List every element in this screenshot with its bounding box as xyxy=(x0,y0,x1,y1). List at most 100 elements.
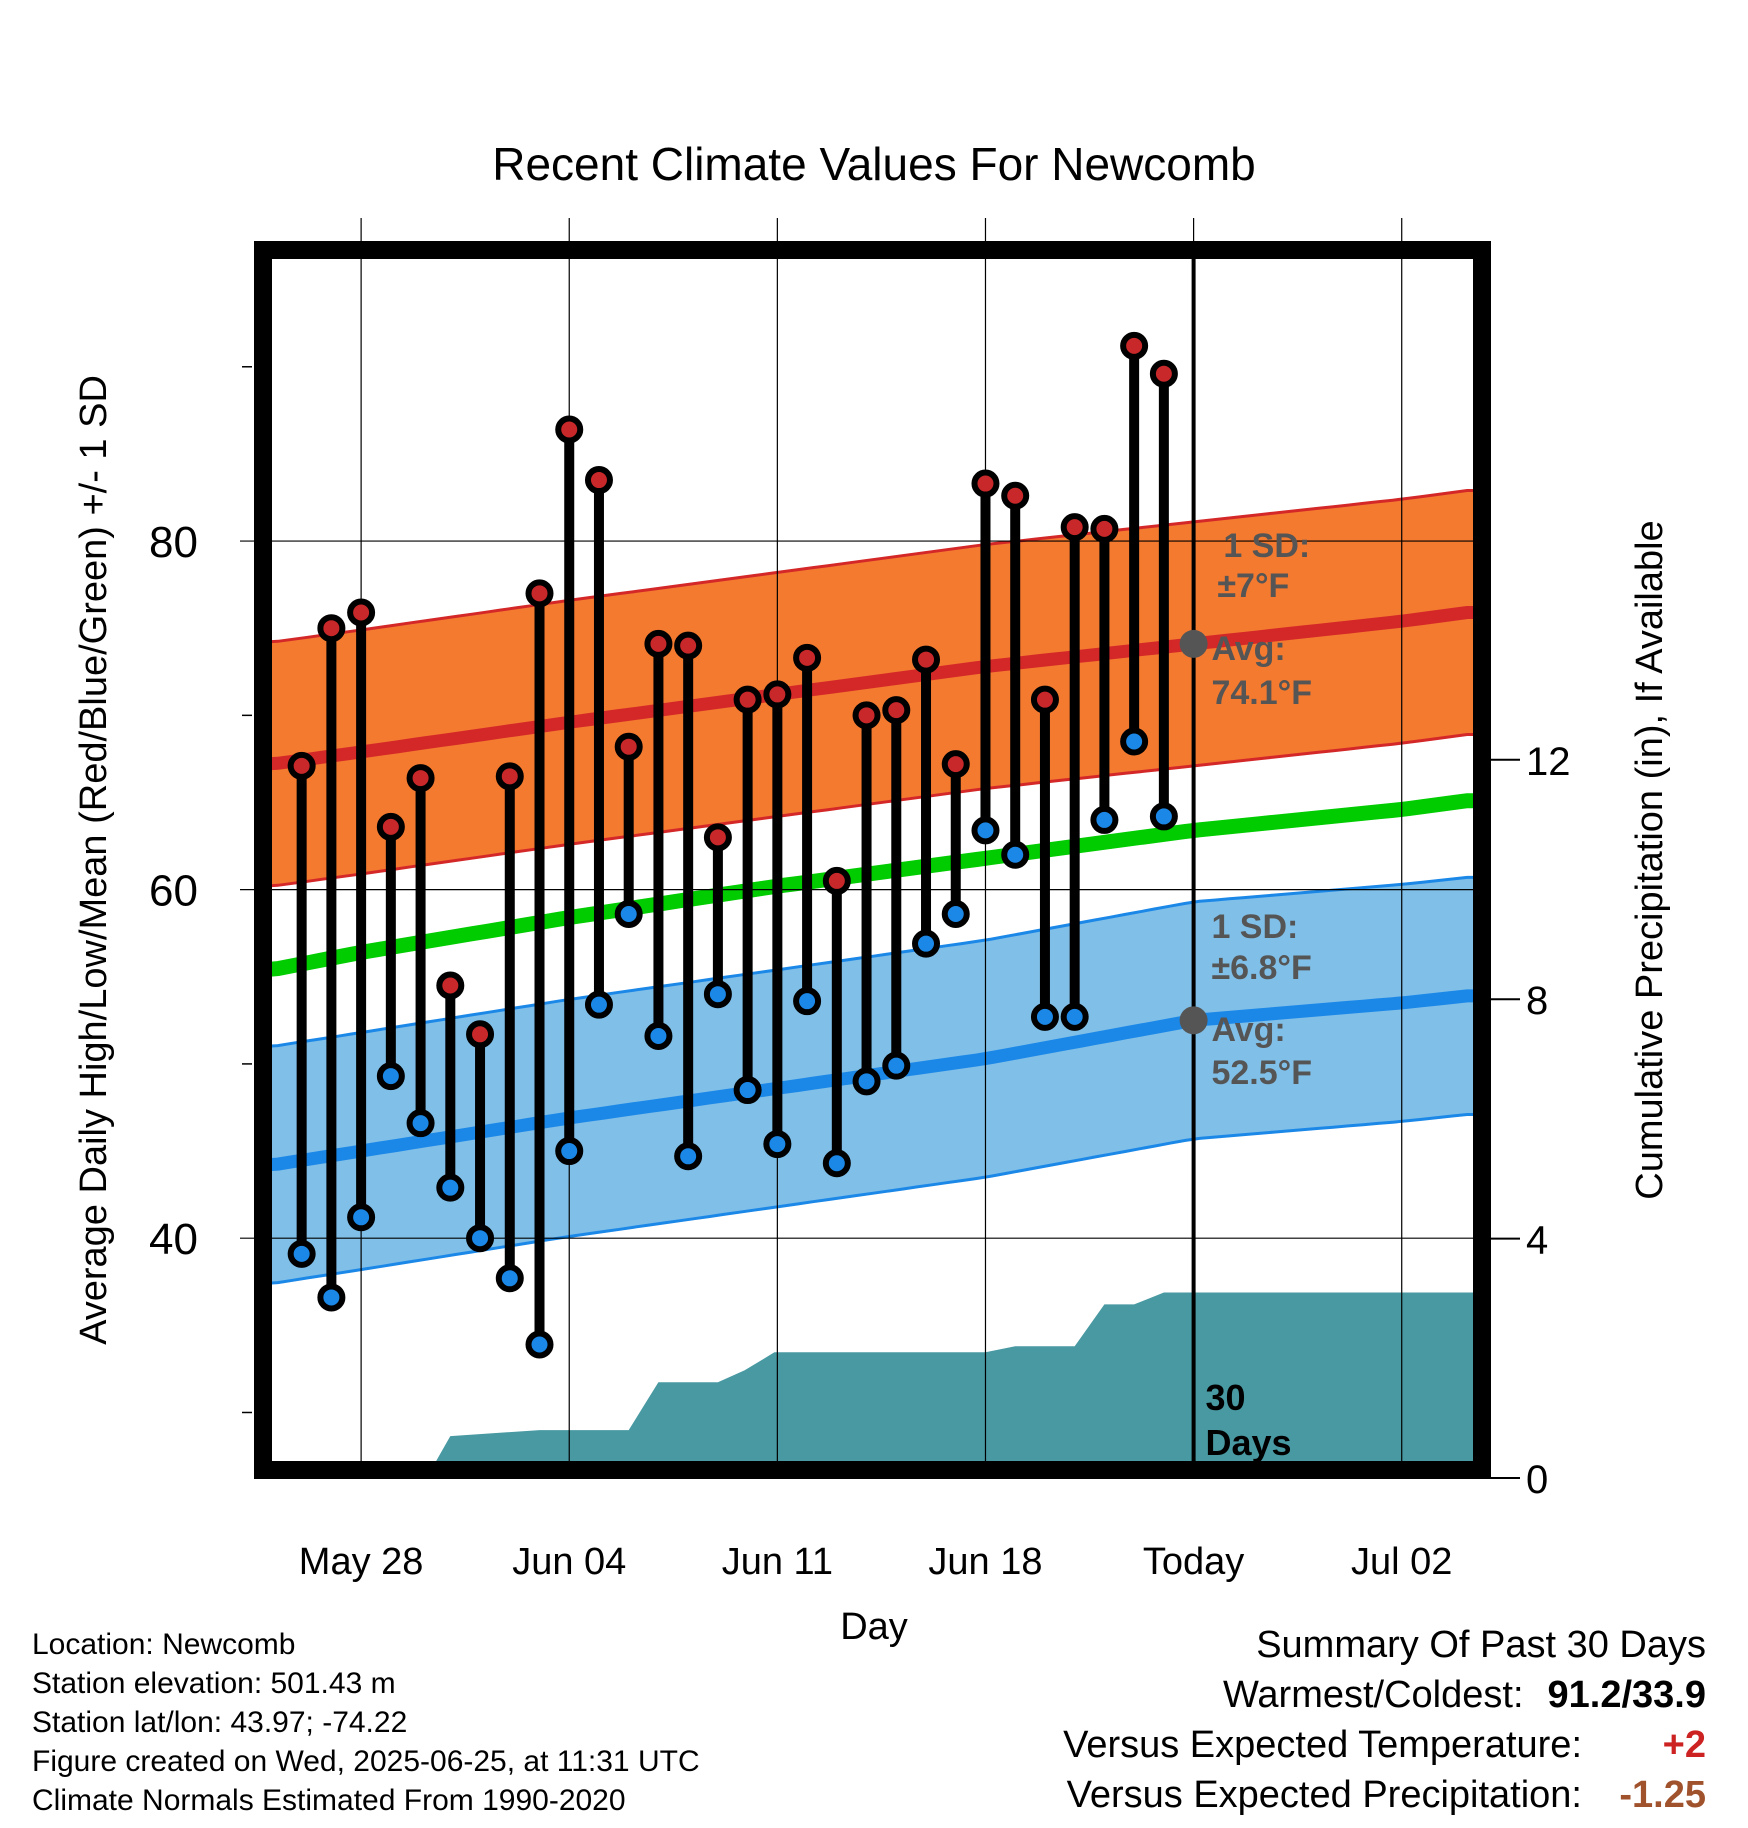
high-point xyxy=(406,764,435,793)
high-point xyxy=(584,466,613,495)
normals-text: Climate Normals Estimated From 1990-2020 xyxy=(32,1784,626,1817)
high-point xyxy=(1060,513,1089,542)
summary-warm-cold: Warmest/Coldest: 91.2/33.9 xyxy=(1223,1674,1706,1717)
chart-title: Recent Climate Values For Newcomb xyxy=(492,138,1256,190)
low-point xyxy=(347,1203,376,1232)
low-point xyxy=(287,1239,316,1268)
temp-value: +2 xyxy=(1662,1724,1706,1766)
high-point xyxy=(1149,359,1178,388)
low-point xyxy=(584,990,613,1019)
precip-area xyxy=(431,1292,1482,1470)
low-point xyxy=(941,900,970,929)
low-avg-title: Avg: xyxy=(1211,1011,1285,1049)
y-tick-label: 80 xyxy=(149,518,198,567)
high-point xyxy=(882,696,911,725)
high-point xyxy=(466,1020,495,1049)
high-point xyxy=(347,598,376,627)
latlon-text: Station lat/lon: 43.97; -74.22 xyxy=(32,1706,408,1739)
high-point xyxy=(614,732,643,761)
precip-label: Versus Expected Precipitation: xyxy=(1066,1774,1582,1816)
high-avg-title: Avg: xyxy=(1211,630,1285,668)
high-point xyxy=(495,762,524,791)
high-point xyxy=(525,579,554,608)
low-point xyxy=(1001,840,1030,869)
today-low-avg-marker xyxy=(1179,1006,1208,1035)
low-point xyxy=(614,900,643,929)
low-point xyxy=(317,1283,346,1312)
plot-frame xyxy=(254,241,1491,1479)
y-tick-label: 40 xyxy=(149,1215,198,1264)
high-point xyxy=(1030,685,1059,714)
high-point xyxy=(644,629,673,658)
low-point xyxy=(525,1330,554,1359)
low-band-lower-edge xyxy=(262,1113,1482,1285)
low-point xyxy=(376,1062,405,1091)
high-point xyxy=(287,751,316,780)
low-avg-value: 52.5°F xyxy=(1211,1054,1312,1092)
high-point xyxy=(941,750,970,779)
x-tick-label: Jun 11 xyxy=(722,1541,833,1583)
high-point xyxy=(703,823,732,852)
low-point xyxy=(1120,727,1149,756)
high-point xyxy=(852,701,881,730)
low-point xyxy=(466,1224,495,1253)
low-point xyxy=(1090,805,1119,834)
high-sd-value: ±7°F xyxy=(1217,567,1289,605)
elevation-text: Station elevation: 501.43 m xyxy=(32,1667,396,1700)
x-tick-label: Jun 04 xyxy=(512,1541,626,1583)
low-point xyxy=(882,1051,911,1080)
high-point xyxy=(912,645,941,674)
low-point xyxy=(1060,1002,1089,1031)
low-point xyxy=(971,816,1000,845)
high-point xyxy=(733,685,762,714)
low-point xyxy=(555,1137,584,1166)
normal-mean-line xyxy=(262,793,1482,978)
low-point xyxy=(912,929,941,958)
warm-cold-label: Warmest/Coldest: xyxy=(1222,1674,1524,1716)
low-point xyxy=(793,987,822,1016)
y2-axis-label: Cumulative Precipitation (in), If Availa… xyxy=(1629,520,1671,1199)
low-point xyxy=(436,1173,465,1202)
y2-tick-label: 12 xyxy=(1526,740,1571,784)
summary-precip: Versus Expected Precipitation: -1.25 xyxy=(1067,1774,1706,1817)
high-point xyxy=(763,680,792,709)
summary-title: Summary Of Past 30 Days xyxy=(1256,1624,1706,1666)
low-sd-title: 1 SD: xyxy=(1211,908,1298,946)
high-band-lower-edge xyxy=(262,733,1482,888)
low-point xyxy=(703,980,732,1009)
window-label-number: 30 xyxy=(1205,1377,1245,1418)
high-point xyxy=(376,812,405,841)
low-point xyxy=(674,1142,703,1171)
precip-value: -1.25 xyxy=(1619,1774,1706,1816)
high-avg-value: 74.1°F xyxy=(1211,674,1312,712)
low-point xyxy=(852,1067,881,1096)
high-point xyxy=(1090,514,1119,543)
high-point xyxy=(1001,481,1030,510)
low-point xyxy=(763,1130,792,1159)
high-point xyxy=(674,631,703,660)
y2-tick-label: 0 xyxy=(1526,1458,1548,1502)
low-point xyxy=(495,1264,524,1293)
high-point xyxy=(1120,331,1149,360)
high-point xyxy=(555,415,584,444)
y2-tick-label: 4 xyxy=(1526,1219,1548,1263)
location-text: Location: Newcomb xyxy=(32,1628,296,1661)
x-axis-label: Day xyxy=(840,1606,908,1648)
warm-cold-value: 91.2/33.9 xyxy=(1547,1674,1706,1716)
x-tick-label: Jul 02 xyxy=(1351,1541,1452,1583)
high-band-upper-edge xyxy=(262,489,1482,644)
x-tick-label: May 28 xyxy=(299,1541,424,1583)
low-point xyxy=(644,1022,673,1051)
x-tick-label: Jun 18 xyxy=(928,1541,1042,1583)
high-point xyxy=(971,469,1000,498)
high-point xyxy=(317,614,346,643)
summary-temp: Versus Expected Temperature: +2 xyxy=(1063,1724,1706,1767)
y-axis-label: Average Daily High/Low/Mean (Red/Blue/Gr… xyxy=(73,375,115,1345)
y2-tick-label: 8 xyxy=(1526,979,1548,1023)
low-band-upper-edge xyxy=(262,875,1482,1048)
high-point xyxy=(436,971,465,1000)
low-sd-value: ±6.8°F xyxy=(1211,949,1311,987)
created-text: Figure created on Wed, 2025-06-25, at 11… xyxy=(32,1745,700,1778)
normal-high-line xyxy=(262,606,1482,771)
